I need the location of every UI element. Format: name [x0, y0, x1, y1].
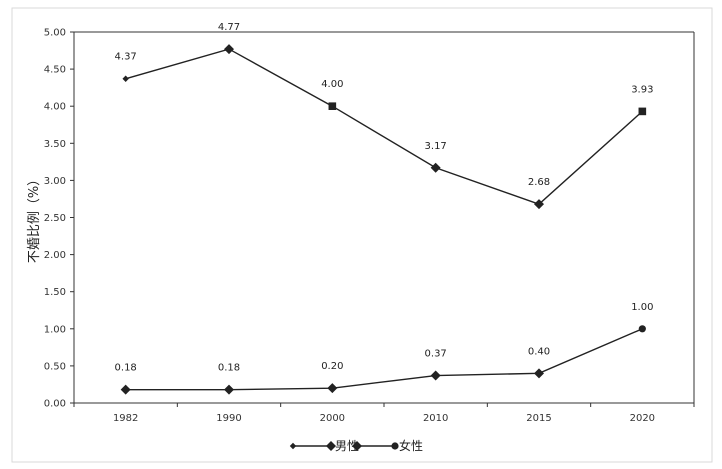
y-tick-label: 3.00 [44, 176, 66, 187]
y-tick-label: 0.50 [44, 361, 66, 372]
series-line [125, 48, 643, 205]
y-tick-label: 2.50 [44, 213, 66, 224]
data-point-marker [224, 44, 234, 55]
y-tick-label: 0.00 [44, 399, 66, 410]
data-point-marker [122, 75, 129, 82]
x-tick-label: 2010 [423, 413, 448, 424]
y-tick-label: 5.00 [44, 28, 66, 39]
data-label: 2.68 [528, 177, 550, 188]
legend-marker [289, 442, 297, 450]
data-point-marker [327, 383, 338, 394]
y-tick-label: 1.00 [44, 324, 66, 335]
data-point-marker [224, 384, 234, 395]
series-2: 0.18 0.18 0.20 0.37 0.40 1.00 [115, 302, 653, 395]
y-tick-label: 1.50 [44, 287, 66, 298]
data-point-marker [328, 102, 337, 110]
legend: 男性 女性 [289, 438, 423, 453]
y-tick-label: 2.00 [44, 250, 66, 261]
x-tick-label: 1982 [113, 413, 138, 424]
y-tick-group: 0.00 0.50 1.00 1.50 2.00 2.50 3.00 3.50 4.00 4.50… [44, 28, 74, 410]
legend-label: 男性 [335, 439, 359, 453]
x-tick-label: 2020 [630, 413, 655, 424]
data-point-marker [638, 107, 647, 116]
y-tick-label: 4.50 [44, 65, 66, 76]
data-label: 4.77 [218, 22, 240, 33]
data-point-marker [430, 162, 441, 173]
series-line [125, 328, 643, 391]
data-label: 0.18 [115, 363, 137, 374]
x-tick-label: 2015 [526, 413, 551, 424]
data-label: 0.40 [528, 346, 550, 357]
data-label: 4.37 [115, 52, 137, 63]
data-point-marker [430, 370, 441, 381]
y-tick-label: 4.00 [44, 102, 66, 113]
data-point-marker [638, 325, 646, 333]
legend-marker [352, 441, 362, 451]
series-1: 4.37 4.77 4.00 3.17 2.68 3.93 [115, 22, 653, 210]
data-point-marker [120, 384, 131, 395]
data-point-marker [534, 199, 544, 210]
data-label: 4.00 [321, 79, 343, 90]
data-label: 0.18 [218, 363, 240, 374]
x-tick-label: 1990 [216, 413, 241, 424]
y-axis-title: 不婚比例（%） [27, 173, 42, 263]
plot-frame [11, 7, 713, 463]
data-label: 3.17 [425, 141, 447, 152]
series-group: 4.37 4.77 4.00 3.17 2.68 3.93 0.18 0.18 0.20 0.37… [115, 22, 653, 395]
x-tick-group: 1982 1990 2000 2010 2015 2020 [73, 403, 695, 424]
y-tick-label: 3.50 [44, 139, 66, 150]
legend-marker [391, 442, 399, 450]
data-label: 3.93 [631, 84, 653, 95]
legend-item: 女性 [352, 438, 423, 453]
legend-marker [326, 441, 336, 451]
data-point-marker [534, 368, 544, 379]
data-label: 0.20 [321, 361, 343, 372]
legend-label: 女性 [399, 438, 423, 453]
legend-item: 男性 [289, 439, 359, 453]
data-label: 1.00 [631, 302, 653, 313]
data-label: 0.37 [425, 349, 447, 360]
x-tick-label: 2000 [320, 413, 345, 424]
